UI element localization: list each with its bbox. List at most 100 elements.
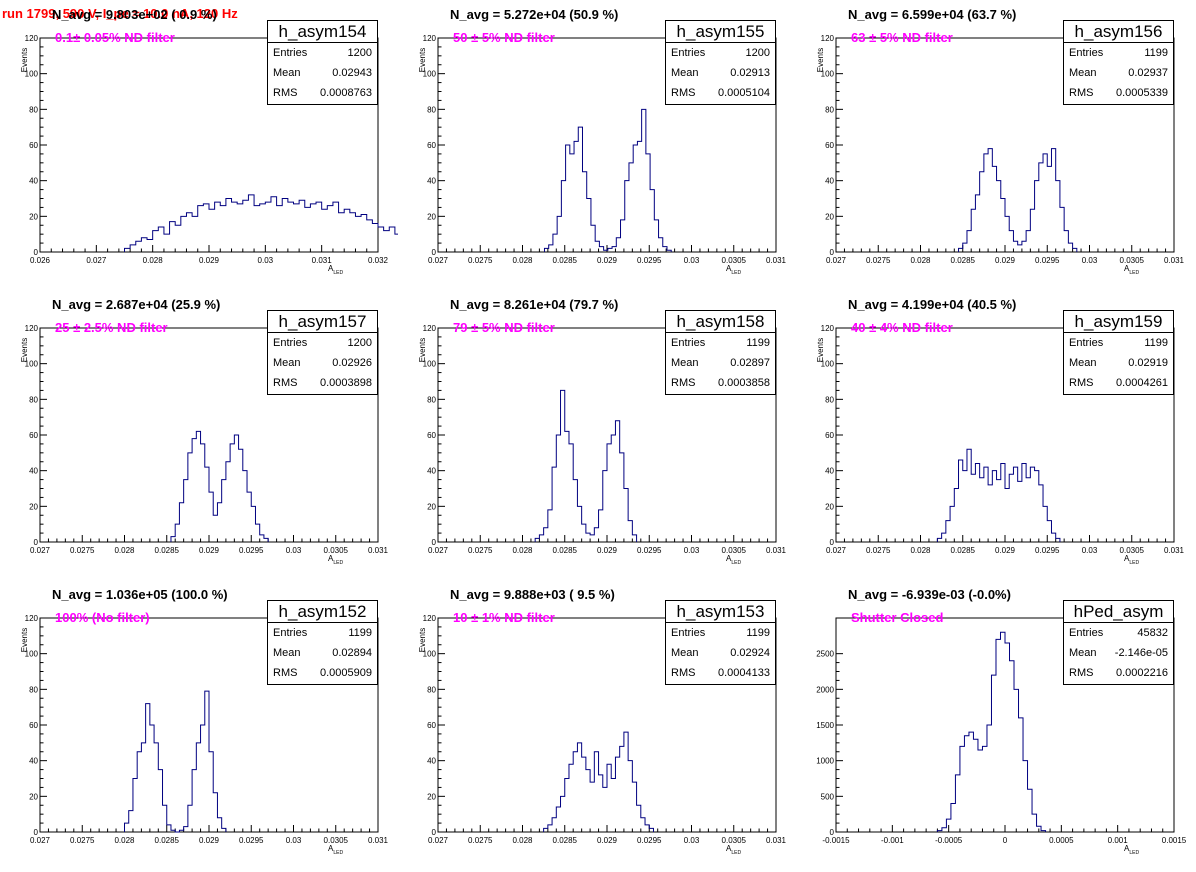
histogram-bin [367, 220, 373, 252]
x-tick-label: 0.027 [86, 256, 107, 265]
histogram-bin [339, 213, 345, 252]
histogram-bin [548, 825, 552, 832]
histogram-bin [950, 506, 954, 542]
y-tick-label: 40 [427, 467, 436, 476]
stat-value: 0.02943 [332, 67, 372, 79]
histogram-bin [574, 141, 578, 252]
run-title: run 1799, 590 V, I_pe ≈ 10.0 nA, 120 Hz [2, 6, 238, 21]
histogram-bin [1060, 207, 1064, 252]
stat-value: 1200 [347, 337, 372, 349]
stat-row-mean: Mean 0.02894 [268, 643, 377, 663]
x-axis-label: ALED [1124, 844, 1139, 856]
histogram-bin [327, 206, 333, 252]
stat-label: RMS [671, 667, 696, 679]
y-tick-label: 80 [825, 105, 834, 114]
histogram-bin [175, 524, 179, 542]
histogram-bin [960, 746, 965, 832]
histogram-bin [184, 480, 188, 542]
stat-value: 0.02926 [332, 357, 372, 369]
x-tick-label: 0.031 [766, 256, 787, 265]
histogram-bin [179, 830, 183, 832]
y-axis-label: Events [20, 48, 29, 72]
stat-row-entries: Entries 45832 [1064, 623, 1173, 643]
x-tick-label: 0.028 [114, 836, 135, 845]
histogram-bin [599, 247, 603, 252]
stat-value: 0.0005104 [718, 87, 770, 99]
histogram-bin [316, 202, 322, 252]
stats-box: h_asym157 Entries 1200 Mean 0.02926 RMS 0.0003… [267, 310, 378, 395]
histogram-bin [942, 533, 946, 542]
histogram-bin [243, 200, 249, 252]
histogram-bin [254, 206, 260, 252]
x-tick-label: -0.001 [881, 836, 904, 845]
histogram-bin [1023, 761, 1028, 832]
stat-value: 0.0008763 [320, 87, 372, 99]
filter-label: 10 ± 1% ND filter [453, 610, 555, 625]
y-tick-label: 0 [34, 538, 39, 547]
y-tick-label: 20 [427, 792, 436, 801]
stat-value: 0.0003858 [718, 377, 770, 389]
histogram-bin [594, 528, 598, 542]
histogram-bin [196, 431, 200, 542]
x-tick-label: 0.0275 [866, 546, 891, 555]
y-tick-label: 2500 [816, 650, 834, 659]
histogram-bin [137, 752, 141, 832]
stat-row-rms: RMS 0.0004261 [1064, 373, 1173, 393]
histogram-bin [1030, 467, 1034, 542]
histogram-bin [603, 787, 607, 832]
histogram-bin [1010, 661, 1015, 832]
x-tick-label: -0.0015 [822, 836, 850, 845]
stat-label: RMS [671, 87, 696, 99]
histogram-bin [565, 431, 569, 542]
histogram-series [534, 389, 638, 542]
histogram-bin [1068, 243, 1072, 252]
y-tick-label: 120 [423, 324, 437, 333]
histogram-bin [967, 449, 971, 542]
histogram-bin [125, 823, 129, 832]
histogram-bin [192, 216, 198, 252]
navg-label: N_avg = 6.599e+04 (63.7 %) [848, 7, 1017, 22]
histogram-bin [607, 764, 611, 832]
histogram-bin [192, 770, 196, 832]
x-tick-label: 0.0305 [1120, 256, 1145, 265]
histogram-bin [141, 743, 145, 832]
y-axis-label: Events [20, 628, 29, 652]
histogram-bin [248, 195, 254, 252]
histogram-bin [1073, 248, 1077, 252]
histogram-bin [570, 154, 574, 252]
histogram-bin [590, 782, 594, 832]
x-tick-label: 0.03 [1082, 256, 1098, 265]
x-tick-label: 0.031 [368, 836, 389, 845]
histogram-bin [552, 818, 556, 832]
histogram-bin [167, 825, 171, 832]
histogram-bin [1026, 478, 1030, 542]
histogram-bin [251, 506, 255, 542]
y-tick-label: 100 [821, 70, 835, 79]
histogram-bin [632, 782, 636, 832]
stat-label: Mean [671, 357, 699, 369]
histogram-bin [556, 807, 560, 832]
histogram-bin [141, 238, 147, 252]
histogram-bin [288, 202, 294, 252]
histogram-name: h_asym157 [268, 311, 377, 333]
histogram-bin [611, 779, 615, 833]
stat-row-entries: Entries 1199 [1064, 43, 1173, 63]
y-tick-label: 120 [821, 34, 835, 43]
histogram-bin [209, 752, 213, 832]
histogram-bin [946, 819, 951, 832]
x-tick-label: 0.03 [258, 256, 274, 265]
histogram-bin [642, 109, 646, 252]
x-axis-label: ALED [1124, 264, 1139, 276]
histogram-panel-h_asym152: 0.027 0.0275 0.028 0.0285 0.029 0.0295 0.03 0.0… [0, 580, 398, 870]
y-tick-label: 120 [25, 324, 39, 333]
histogram-bin [1051, 149, 1055, 252]
histogram-bin [171, 537, 175, 542]
histogram-bin [587, 199, 591, 253]
histogram-bin [260, 535, 264, 542]
x-tick-label: 0.0275 [468, 836, 493, 845]
navg-label: N_avg = -6.939e-03 (-0.0%) [848, 587, 1011, 602]
histogram-bin [264, 538, 268, 542]
histogram-bin [561, 390, 565, 542]
histogram-bin [198, 206, 204, 252]
histogram-bin [937, 538, 941, 542]
